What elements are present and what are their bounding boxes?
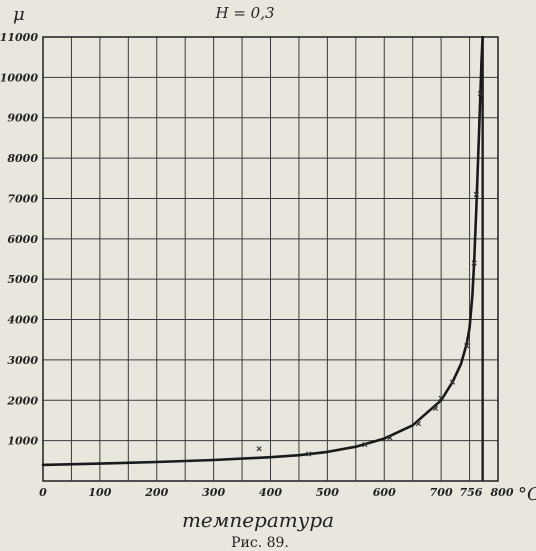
data-marker-5 — [432, 405, 439, 411]
series-line-0 — [41, 35, 484, 467]
y-tick-label-2: 3000 — [7, 354, 38, 367]
data-marker-7 — [449, 379, 456, 385]
y-tick-labels: 1000 2000 3000 4000 5000 6000 7000 8000 9000 1000… — [0, 31, 38, 448]
data-marker-2 — [362, 442, 368, 448]
y-tick-label-5: 6000 — [7, 233, 38, 246]
data-marker-10 — [473, 191, 480, 198]
marker-stroke-b — [477, 90, 483, 97]
marker-stroke-b — [256, 446, 262, 452]
marker-stroke-b — [438, 395, 444, 401]
axes — [42, 36, 499, 482]
marker-stroke-b — [473, 191, 480, 198]
data-marker-4 — [415, 421, 421, 427]
y-tick-label-1: 2000 — [6, 394, 38, 407]
marker-stroke-b — [415, 421, 421, 427]
marker-stroke-b — [471, 260, 477, 266]
y-tick-label-3: 4000 — [7, 314, 38, 327]
data-marker-3 — [387, 435, 393, 441]
data-marker-11 — [477, 90, 483, 97]
data-marker-1 — [305, 451, 312, 457]
figure-caption: Рис. 89. — [231, 535, 289, 551]
x-tick-label-9: 800 — [491, 486, 514, 499]
y-tick-label-9: 10000 — [0, 71, 38, 84]
y-tick-label-8: 9000 — [7, 112, 38, 125]
x-tick-label-1: 100 — [88, 486, 111, 499]
x-tick-label-4: 400 — [259, 486, 282, 499]
data-marker-6 — [438, 395, 444, 401]
data-marker-9 — [471, 260, 477, 266]
x-unit-label: °C — [518, 484, 536, 505]
x-tick-label-2: 200 — [144, 486, 168, 499]
marker-stroke-b — [362, 442, 368, 448]
marker-stroke-b — [449, 379, 456, 385]
marker-stroke-b — [432, 405, 439, 411]
y-tick-label-7: 8000 — [7, 152, 38, 165]
grid — [43, 36, 498, 481]
x-axis-label: температура — [182, 508, 334, 532]
y-tick-label-4: 5000 — [7, 273, 38, 286]
plot-frame — [42, 36, 499, 482]
x-tick-labels: 0 100 200 300 400 500 600 700 756 800 — [39, 486, 514, 499]
marker-stroke-b — [464, 343, 470, 349]
x-tick-label-7: 700 — [430, 486, 453, 499]
x-tick-label-0: 0 — [39, 486, 47, 499]
x-tick-label-8: 756 — [459, 486, 482, 499]
y-axis-label: μ — [13, 4, 25, 25]
x-tick-label-3: 300 — [202, 486, 225, 499]
y-tick-label-6: 7000 — [7, 192, 38, 205]
data-marker-8 — [464, 343, 470, 349]
marker-stroke-b — [305, 451, 312, 457]
data-marker-0 — [256, 446, 262, 452]
x-tick-label-6: 600 — [373, 486, 396, 499]
chart-title: H = 0,3 — [214, 4, 274, 22]
x-tick-label-5: 500 — [316, 486, 339, 499]
markers — [256, 90, 483, 457]
y-tick-label-0: 1000 — [7, 435, 38, 448]
y-tick-label-10: 11000 — [0, 31, 38, 44]
series — [41, 35, 484, 467]
marker-stroke-b — [387, 435, 393, 441]
